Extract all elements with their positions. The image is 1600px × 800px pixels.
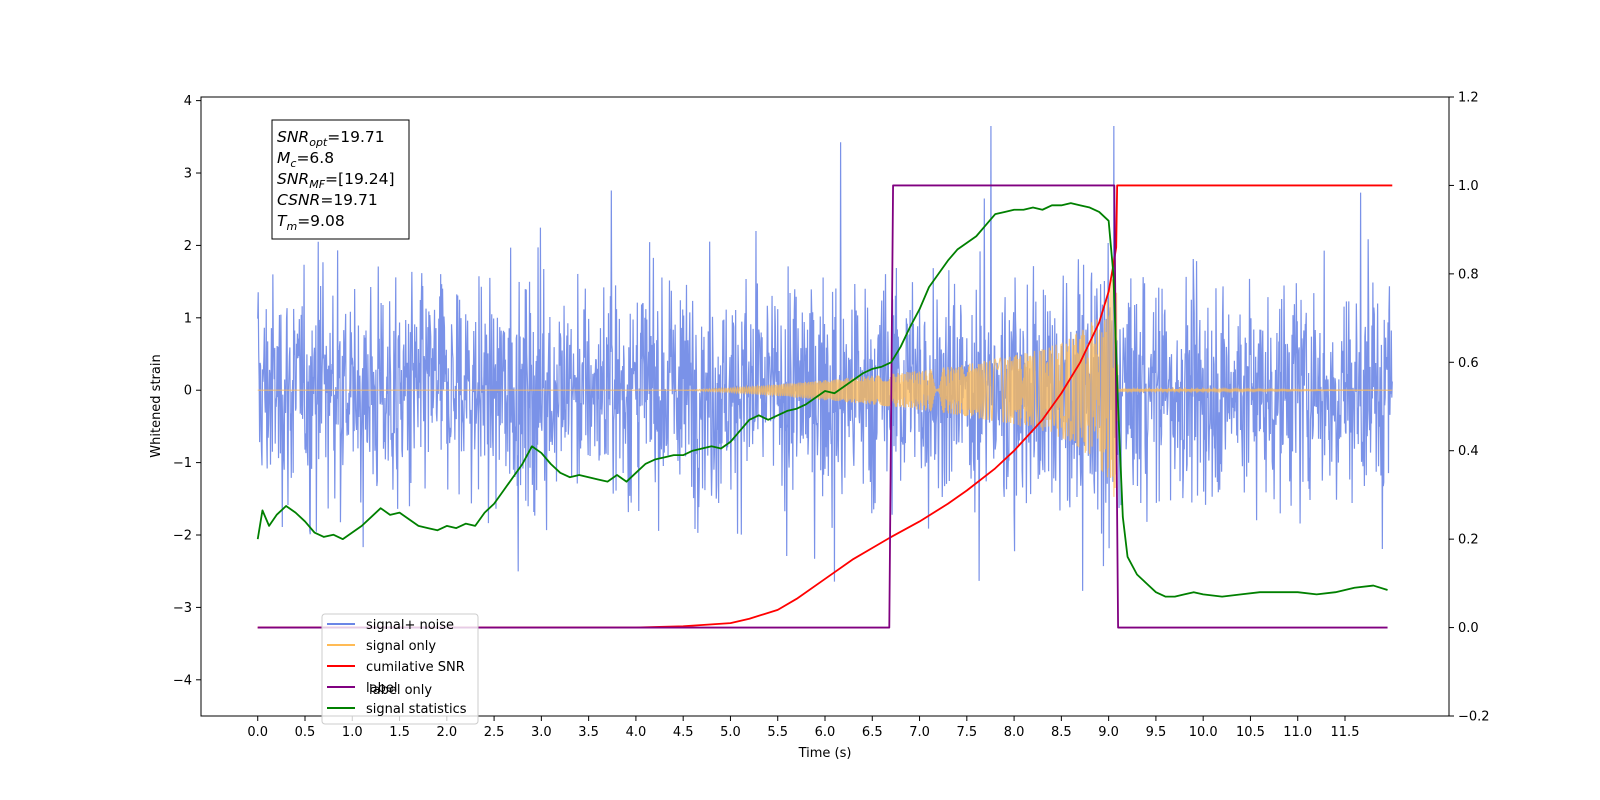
x-tick-label: 7.5 xyxy=(956,725,977,740)
annotation-line: SNRMF=[19.24] xyxy=(277,170,395,191)
annotation-line: Mc=6.8 xyxy=(277,149,334,170)
annotation-line: CSNR=19.71 xyxy=(277,191,378,209)
right-y-tick-label: 0.6 xyxy=(1458,356,1479,371)
legend: label only signal+ noise signal only cumil… xyxy=(321,613,479,725)
legend-label: cumilative SNR xyxy=(366,660,465,675)
series-layer xyxy=(256,125,1393,629)
legend-label: signal only xyxy=(366,639,436,654)
left-y-tick-label: 4 xyxy=(184,94,192,109)
x-tick-label: 5.5 xyxy=(767,725,788,740)
legend-label: label xyxy=(366,681,397,696)
left-y-tick-label: −2 xyxy=(173,529,192,544)
stats-annotation-box: SNRopt=19.71Mc=6.8SNRMF=[19.24]CSNR=19.7… xyxy=(271,119,410,240)
right-y-tick-label: −0.2 xyxy=(1458,710,1490,725)
x-tick-label: 7.0 xyxy=(909,725,930,740)
x-tick-label: 5.0 xyxy=(720,725,741,740)
x-tick-label: 4.0 xyxy=(626,725,647,740)
right-y-tick-label: 0.4 xyxy=(1458,444,1479,459)
legend-hidden-text: label only xyxy=(369,683,432,698)
x-tick-label: 8.5 xyxy=(1051,725,1072,740)
left-y-tick-label: 2 xyxy=(184,239,192,254)
series-label-line xyxy=(257,184,1388,629)
annotation-frame xyxy=(271,119,410,240)
x-tick-label: 8.0 xyxy=(1004,725,1025,740)
left-y-tick-label: −1 xyxy=(173,456,192,471)
left-y-tick-label: −3 xyxy=(173,601,192,616)
plot-area xyxy=(256,125,1393,629)
x-axis-ticks: 0.0 0.5 1.0 1.5 2.0 2.5 3.0 3.5 4.0 4.5 5.0 5.5 6.0 6… xyxy=(247,716,1359,740)
right-y-tick-label: 0.8 xyxy=(1458,267,1479,282)
x-tick-label: 9.5 xyxy=(1146,725,1167,740)
left-y-tick-label: 1 xyxy=(184,311,192,326)
x-tick-label: 9.0 xyxy=(1098,725,1119,740)
left-y-tick-label: 0 xyxy=(184,384,192,399)
right-y-tick-label: 1.0 xyxy=(1458,179,1479,194)
series-signal-statistics-line xyxy=(256,202,1388,598)
x-tick-label: 3.0 xyxy=(531,725,552,740)
x-tick-label: 0.5 xyxy=(295,725,316,740)
x-tick-label: 11.5 xyxy=(1331,725,1360,740)
annotation-line: SNRopt=19.71 xyxy=(277,128,385,149)
series-cumulative-snr-line xyxy=(257,184,1393,629)
x-tick-label: 3.5 xyxy=(578,725,599,740)
right-y-tick-label: 0.0 xyxy=(1458,621,1479,636)
x-tick-label: 4.5 xyxy=(673,725,694,740)
right-y-tick-label: 0.2 xyxy=(1458,533,1479,548)
x-axis-label: Time (s) xyxy=(798,746,852,761)
right-y-tick-label: 1.2 xyxy=(1458,91,1479,106)
x-tick-label: 0.0 xyxy=(247,725,268,740)
left-y-axis-label: Whitened strain xyxy=(149,354,164,457)
left-y-axis-ticks: 4 3 2 1 0 −1 −2 −3 −4 xyxy=(173,94,201,688)
x-tick-label: 11.0 xyxy=(1283,725,1312,740)
x-tick-label: 10.0 xyxy=(1189,725,1218,740)
left-y-tick-label: 3 xyxy=(184,167,192,182)
x-tick-label: 6.0 xyxy=(815,725,836,740)
legend-label: signal+ noise xyxy=(366,618,454,633)
x-tick-label: 1.5 xyxy=(389,725,410,740)
x-tick-label: 10.5 xyxy=(1236,725,1265,740)
annotation-line: Tm=9.08 xyxy=(277,212,345,233)
legend-label: signal statistics xyxy=(366,702,467,717)
right-y-axis-ticks: 1.2 1.0 0.8 0.6 0.4 0.2 0.0 −0.2 xyxy=(1449,91,1490,725)
x-tick-label: 2.0 xyxy=(436,725,457,740)
legend-frame xyxy=(321,613,479,725)
x-tick-label: 6.5 xyxy=(862,725,883,740)
x-tick-label: 1.0 xyxy=(342,725,363,740)
left-y-tick-label: −4 xyxy=(173,673,192,688)
series-signal-noise-line xyxy=(257,125,1393,591)
x-tick-label: 2.5 xyxy=(484,725,505,740)
